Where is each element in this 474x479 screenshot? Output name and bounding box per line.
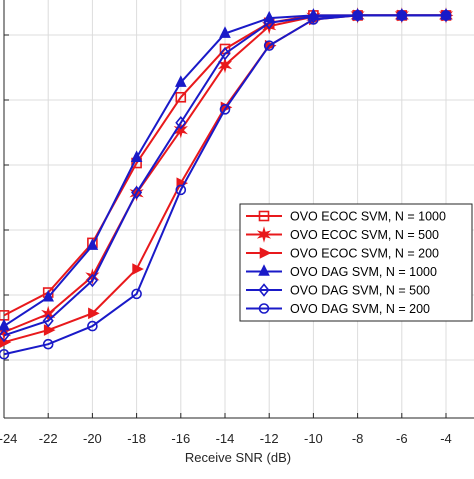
- data-point: [131, 185, 143, 200]
- x-tick-label: -4: [440, 431, 452, 446]
- legend-item: OVO ECOC SVM, N = 200: [246, 247, 439, 261]
- data-point: [219, 26, 231, 38]
- x-tick-label: -20: [83, 431, 102, 446]
- legend-label: OVO ECOC SVM, N = 500: [290, 228, 439, 242]
- legend-box: [239, 203, 473, 322]
- data-point: [440, 8, 452, 23]
- legend-item: OVO DAG SVM, N = 500: [246, 283, 430, 298]
- legend-item: OVO ECOC SVM, N = 1000: [246, 210, 446, 224]
- x-tick-label: -12: [260, 431, 279, 446]
- data-point: [131, 288, 142, 300]
- data-point: [132, 263, 144, 275]
- legend-marker: [258, 210, 270, 222]
- x-axis-label: Receive SNR (dB): [185, 450, 291, 465]
- data-point: [87, 320, 98, 332]
- data-point: [352, 8, 364, 23]
- legend-label: OVO DAG SVM, N = 500: [290, 284, 430, 298]
- data-point: [42, 338, 54, 350]
- data-point: [43, 324, 56, 336]
- data-point: [175, 75, 187, 87]
- data-point: [219, 104, 231, 115]
- series-group: [0, 7, 454, 360]
- legend-marker: [258, 303, 270, 314]
- tick-labels: -24 -22 -20 -18 -16 -14 -12 -10 -8 -6 -4: [0, 431, 452, 446]
- legend-marker: [256, 226, 272, 243]
- data-point: [175, 91, 187, 103]
- series-6: [0, 10, 452, 360]
- x-tick-label: -24: [0, 431, 17, 446]
- data-point: [42, 313, 54, 328]
- data-point: [308, 14, 319, 25]
- x-tick-label: -8: [352, 431, 364, 446]
- data-point: [263, 40, 275, 51]
- data-point: [42, 289, 54, 302]
- legend-marker: [258, 283, 270, 297]
- data-point: [173, 121, 188, 139]
- legend-label: OVO ECOC SVM, N = 1000: [290, 210, 446, 224]
- data-point: [0, 328, 10, 343]
- data-point: [0, 348, 10, 360]
- axes: [3, 0, 474, 419]
- legend-marker: [258, 264, 270, 276]
- x-tick-label: -6: [396, 431, 408, 446]
- data-point: [352, 10, 363, 21]
- legend-label: OVO DAG SVM, N = 1000: [290, 265, 437, 279]
- data-point: [396, 8, 408, 23]
- legend: OVO ECOC SVM, N = 1000 OVO ECOC SVM, N = …: [239, 203, 473, 322]
- legend-item: OVO DAG SVM, N = 1000: [246, 264, 437, 279]
- data-point: [440, 10, 452, 21]
- legend-label: OVO DAG SVM, N = 200: [290, 302, 430, 316]
- legend-marker: [259, 247, 272, 259]
- legend-item: OVO ECOC SVM, N = 500: [246, 226, 439, 243]
- x-tick-label: -22: [39, 431, 58, 446]
- data-point: [175, 184, 187, 196]
- data-point: [396, 10, 408, 21]
- series-line: [3, 14, 446, 356]
- x-tick-label: -16: [171, 431, 190, 446]
- data-point: [86, 273, 98, 288]
- legend-item: OVO DAG SVM, N = 200: [246, 302, 430, 316]
- data-point: [307, 9, 319, 24]
- x-tick-label: -10: [304, 431, 323, 446]
- legend-label: OVO ECOC SVM, N = 200: [290, 247, 439, 261]
- x-tick-label: -14: [216, 431, 235, 446]
- x-tick-label: -18: [127, 431, 146, 446]
- data-point: [219, 46, 231, 61]
- data-point: [86, 238, 99, 250]
- data-point: [263, 16, 275, 30]
- data-point: [88, 307, 100, 320]
- data-point: [175, 116, 187, 130]
- data-point: [130, 150, 143, 162]
